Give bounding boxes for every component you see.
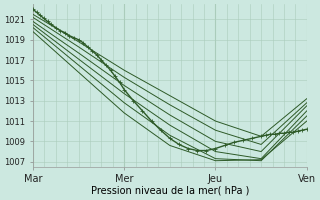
X-axis label: Pression niveau de la mer( hPa ): Pression niveau de la mer( hPa ): [91, 186, 249, 196]
